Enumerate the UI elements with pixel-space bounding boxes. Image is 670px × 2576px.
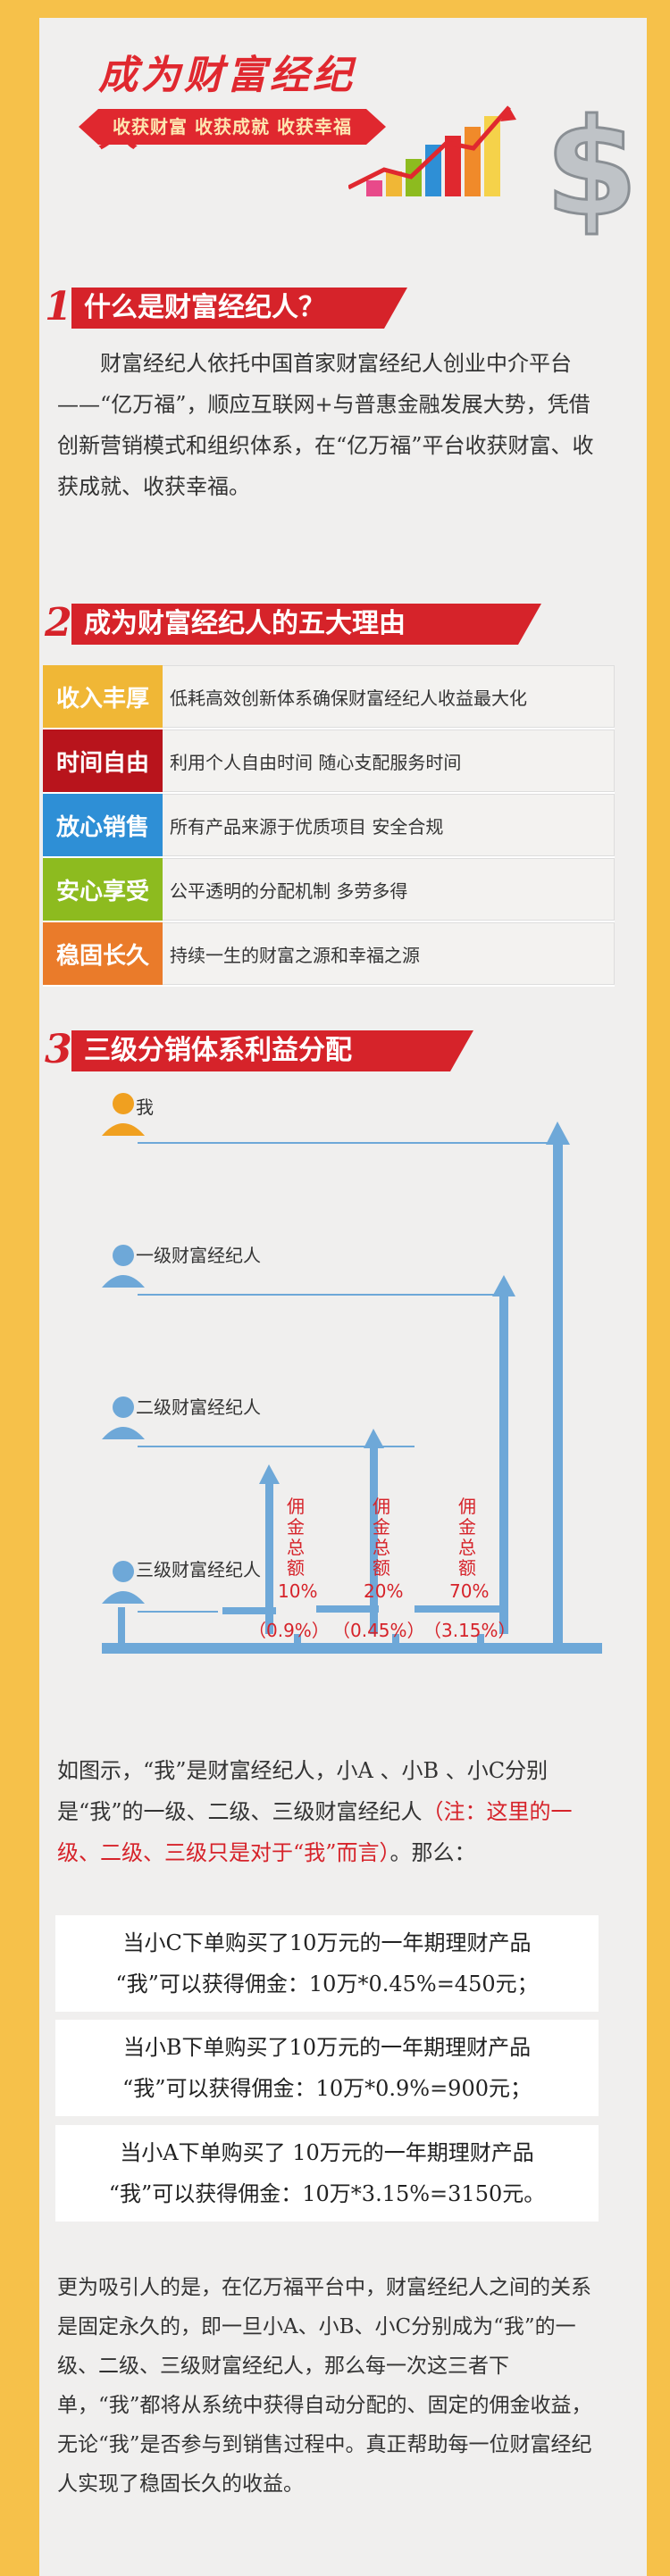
level-me-label: 我 bbox=[136, 1096, 154, 1118]
reasons-table: 收入丰厚 低耗高效创新体系确保财富经纪人收益最大化 时间自由 利用个人自由时间 随心… bbox=[43, 665, 615, 987]
commission-label-3: 佣金总额 bbox=[458, 1496, 476, 1579]
commission-pct-3: 70% bbox=[449, 1580, 490, 1602]
reason-tag: 时间自由 bbox=[43, 729, 163, 792]
section2-number: 2 bbox=[45, 600, 72, 646]
section2-bar-tail bbox=[518, 604, 541, 645]
section1-number: 1 bbox=[45, 284, 72, 329]
section2-header: 2 成为财富经纪人的五大理由 bbox=[45, 600, 545, 646]
reason-desc: 公平透明的分配机制 多劳多得 bbox=[163, 858, 615, 921]
commission-pct-2: 20% bbox=[364, 1580, 404, 1602]
section3-number: 3 bbox=[45, 1027, 72, 1072]
commission-share-1: （0.9%） bbox=[248, 1620, 330, 1641]
person-icon-level3 bbox=[102, 1561, 145, 1604]
section3-header: 3 三级分销体系利益分配 bbox=[45, 1027, 491, 1073]
section1-bar-tail bbox=[384, 288, 407, 329]
example-line-2: “我”可以获得佣金：10万*0.45%=450元； bbox=[115, 1972, 539, 1997]
section1-title: 什么是财富经纪人？ bbox=[71, 288, 384, 329]
level2-label: 二级财富经纪人 bbox=[136, 1396, 261, 1418]
reason-row: 时间自由 利用个人自由时间 随心支配服务时间 bbox=[43, 729, 615, 794]
distribution-diagram: 我 一级财富经纪人 二级财富经纪人 三级财富经纪人 佣金总额 10% （0.9%… bbox=[39, 1071, 647, 1679]
slogan-ribbon-right bbox=[366, 109, 386, 145]
header-slogan: 收获财富 收获成就 收获幸福 bbox=[98, 109, 366, 145]
person-icon-level2 bbox=[102, 1396, 145, 1439]
reason-row: 稳固长久 持续一生的财富之源和幸福之源 bbox=[43, 922, 615, 987]
reason-row: 收入丰厚 低耗高效创新体系确保财富经纪人收益最大化 bbox=[43, 665, 615, 729]
example-card-1: 当小C下单购买了10万元的一年期理财产品 “我”可以获得佣金：10万*0.45%… bbox=[55, 1915, 599, 2012]
level3-label: 三级财富经纪人 bbox=[136, 1559, 261, 1580]
commission-pct-1: 10% bbox=[278, 1580, 318, 1602]
section2-title: 成为财富经纪人的五大理由 bbox=[71, 604, 518, 645]
section3-bar-tail bbox=[450, 1030, 473, 1071]
reason-desc: 利用个人自由时间 随心支配服务时间 bbox=[163, 729, 615, 792]
commission-share-2: （0.45%） bbox=[332, 1620, 425, 1641]
explain-paragraph-1: 如图示，“我”是财富经纪人，小A 、小B 、小C分别是“我”的一级、二级、三级财… bbox=[57, 1750, 602, 1873]
example-line-2: “我”可以获得佣金：10万*0.9%=900元； bbox=[122, 2076, 532, 2101]
reason-desc: 所有产品来源于优质项目 安全合规 bbox=[163, 794, 615, 856]
reason-desc: 持续一生的财富之源和幸福之源 bbox=[163, 922, 615, 985]
reason-tag: 收入丰厚 bbox=[43, 665, 163, 728]
svg-text:$: $ bbox=[545, 91, 638, 246]
section3-title: 三级分销体系利益分配 bbox=[71, 1030, 450, 1071]
explain-p1-main: 如图示，“我”是财富经纪人，小A 、小B 、小C分别是“我”的一级、二级、三级财… bbox=[57, 1758, 549, 1824]
commission-share-3: （3.15%） bbox=[423, 1620, 516, 1641]
reason-tag: 稳固长久 bbox=[43, 922, 163, 985]
person-icon-me bbox=[102, 1093, 145, 1136]
example-line-1: 当小C下单购买了10万元的一年期理财产品 bbox=[122, 1930, 532, 1955]
section1-header: 1 什么是财富经纪人？ bbox=[45, 284, 438, 330]
example-line-2: “我”可以获得佣金：10万*3.15%=3150元。 bbox=[108, 2181, 546, 2206]
section1-text: 财富经纪人依托中国首家财富经纪人创业中介平台——“亿万福”，顺应互联网+与普惠金… bbox=[57, 351, 594, 499]
commission-label-1: 佣金总额 bbox=[287, 1496, 305, 1579]
reason-tag: 放心销售 bbox=[43, 794, 163, 856]
reason-desc: 低耗高效创新体系确保财富经纪人收益最大化 bbox=[163, 665, 615, 728]
example-card-3: 当小A下单购买了 10万元的一年期理财产品 “我”可以获得佣金：10万*3.15… bbox=[55, 2125, 599, 2222]
growth-chart-dollar-illustration: $ bbox=[348, 90, 640, 248]
explain-p1-end: 。那么： bbox=[389, 1840, 476, 1865]
explain-p1-note: （注：这里的一级、二级、三级只是对于“我”而言） bbox=[57, 1799, 573, 1865]
example-card-2: 当小B下单购买了10万元的一年期理财产品 “我”可以获得佣金：10万*0.9%=… bbox=[55, 2020, 599, 2116]
reason-row: 安心享受 公平透明的分配机制 多劳多得 bbox=[43, 858, 615, 922]
example-line-1: 当小B下单购买了10万元的一年期理财产品 bbox=[122, 2035, 532, 2060]
level1-label: 一级财富经纪人 bbox=[136, 1245, 261, 1266]
slogan-ribbon-left bbox=[79, 109, 98, 145]
example-line-1: 当小A下单购买了 10万元的一年期理财产品 bbox=[120, 2140, 534, 2165]
commission-label-2: 佣金总额 bbox=[373, 1496, 390, 1579]
person-icon-level1 bbox=[102, 1245, 145, 1288]
reason-tag: 安心享受 bbox=[43, 858, 163, 921]
distribution-lines bbox=[102, 1093, 602, 1654]
reason-row: 放心销售 所有产品来源于优质项目 安全合规 bbox=[43, 794, 615, 858]
explain-paragraph-2: 更为吸引人的是，在亿万福平台中，财富经纪人之间的关系是固定永久的，即一旦小A、小… bbox=[57, 2276, 592, 2496]
